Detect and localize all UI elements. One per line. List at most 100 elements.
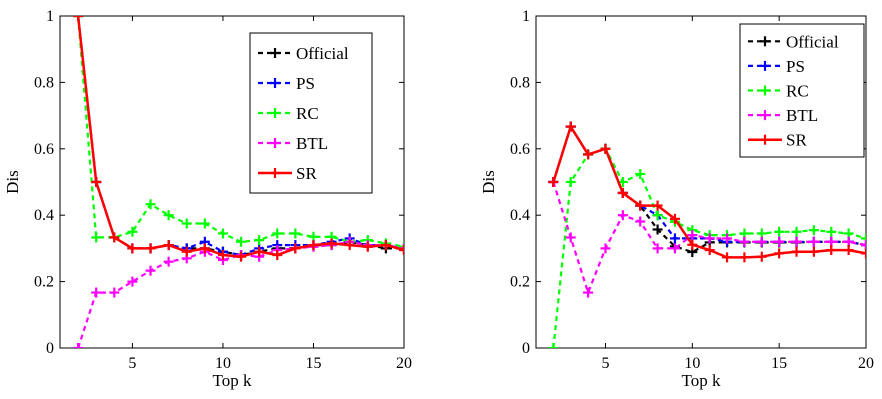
data-point-btl [635, 216, 646, 227]
data-point-rc [399, 241, 404, 252]
data-point-sr [109, 232, 120, 243]
x-tick-label: 5 [128, 355, 136, 372]
legend-item-official: Official [258, 44, 349, 63]
data-point-sr [127, 243, 138, 254]
data-point-sr [181, 246, 192, 257]
data-point-sr [617, 187, 628, 198]
data-point-btl [565, 232, 576, 243]
x-axis-label: Top k [682, 371, 721, 390]
legend-item-sr: SR [258, 164, 317, 183]
data-point-sr [163, 240, 174, 251]
data-point-sr [669, 213, 680, 224]
data-point-sr [344, 240, 355, 251]
data-point-sr [362, 241, 373, 252]
data-point-sr [272, 250, 283, 261]
data-point-sr [739, 252, 750, 263]
data-point-btl [163, 256, 174, 267]
data-point-rc [808, 225, 819, 236]
legend-label: Official [296, 44, 349, 63]
legend-item-ps: PS [748, 57, 805, 76]
legend: Official PS RC BTL SR [739, 23, 865, 158]
legend-label: RC [786, 82, 809, 101]
data-point-rc [254, 235, 265, 246]
data-point-official [652, 224, 663, 235]
data-point-sr [565, 121, 576, 132]
data-point-btl [739, 236, 750, 247]
data-point-btl [127, 276, 138, 287]
y-tick-label: 0.8 [510, 74, 530, 91]
data-point-sr [583, 149, 594, 160]
data-point-btl [145, 265, 156, 276]
data-point-rc [163, 210, 174, 221]
data-point-sr [548, 177, 559, 187]
data-point-rc [217, 228, 228, 239]
data-point-btl [756, 236, 767, 247]
x-tick-label: 20 [858, 355, 874, 372]
data-point-sr [791, 246, 802, 257]
data-point-btl [791, 236, 802, 247]
legend-label: RC [296, 104, 319, 123]
data-point-sr [635, 200, 646, 211]
data-point-rc [145, 199, 156, 210]
data-point-sr [722, 252, 733, 263]
data-point-sr [687, 239, 698, 250]
legend-label: PS [786, 57, 805, 76]
y-tick-label: 0 [46, 340, 54, 357]
data-point-btl [722, 233, 733, 244]
data-point-rc [236, 236, 247, 247]
data-point-btl [861, 240, 866, 251]
data-point-rc [290, 228, 301, 239]
data-point-sr [73, 16, 84, 21]
data-point-sr [774, 248, 785, 259]
data-point-rc [181, 218, 192, 229]
series-sr [73, 16, 404, 262]
plot-area-frame [535, 15, 867, 349]
y-tick-label: 1 [46, 8, 54, 25]
data-point-sr [380, 240, 391, 251]
data-point-btl [73, 343, 84, 348]
data-point-sr [91, 177, 102, 187]
data-point-btl [687, 230, 698, 241]
y-axis-label: Dis [479, 170, 498, 194]
legend-label: BTL [296, 134, 328, 153]
data-point-sr [236, 251, 247, 262]
data-point-btl [774, 236, 785, 247]
data-point-rc [91, 232, 102, 243]
legend-item-rc: RC [748, 82, 809, 101]
data-point-sr [600, 143, 611, 154]
data-point-sr [326, 238, 337, 249]
data-point-rc [652, 210, 663, 221]
legend-label: Official [786, 32, 839, 51]
data-point-rc [199, 218, 210, 229]
legend-label: BTL [786, 106, 818, 125]
data-point-sr [652, 200, 663, 211]
x-tick-label: 20 [396, 355, 412, 372]
data-point-rc [272, 228, 283, 239]
y-tick-label: 0.6 [510, 141, 530, 158]
data-point-sr [254, 246, 265, 257]
data-point-btl [109, 287, 120, 298]
data-point-rc [548, 343, 559, 348]
data-point-btl [669, 243, 680, 254]
plot-area-frame [59, 15, 405, 349]
data-point-rc [565, 177, 576, 187]
data-point-rc [826, 226, 837, 237]
data-point-sr [843, 245, 854, 256]
data-point-rc [791, 226, 802, 237]
data-point-btl [91, 287, 102, 298]
data-point-sr [199, 243, 210, 254]
x-tick-label: 15 [305, 355, 321, 372]
data-point-sr [756, 251, 767, 262]
legend-item-official: Official [748, 32, 839, 51]
data-point-btl [617, 210, 628, 221]
data-point-sr [308, 240, 319, 251]
y-axis-label: Dis [3, 170, 22, 194]
data-point-btl [808, 236, 819, 247]
data-point-sr [704, 245, 715, 256]
data-point-btl [583, 287, 594, 298]
data-point-rc [127, 226, 138, 237]
data-point-rc [861, 233, 866, 244]
